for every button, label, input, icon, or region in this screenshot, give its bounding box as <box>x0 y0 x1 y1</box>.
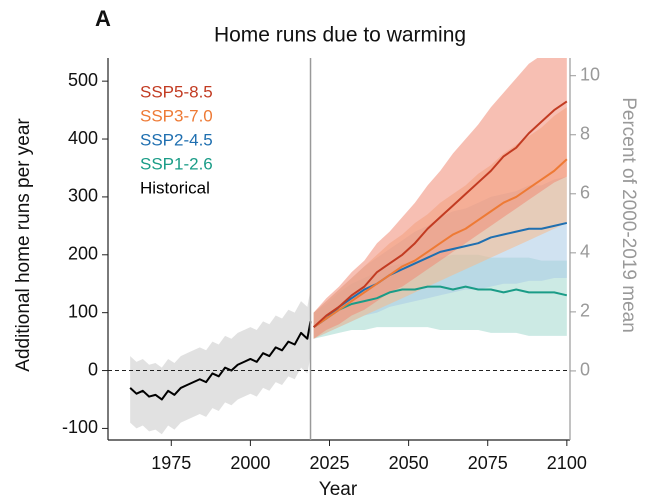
legend-entry: Historical <box>140 178 210 197</box>
legend-entry: SSP2-4.5 <box>140 130 213 149</box>
y-tick-label: 400 <box>68 128 98 148</box>
y2-tick-label: 0 <box>580 360 590 380</box>
series-line <box>313 221 568 328</box>
x-tick-label: 2000 <box>230 453 270 473</box>
series-line <box>129 321 312 401</box>
x-tick-label: 2050 <box>389 453 429 473</box>
confidence-band <box>313 58 567 339</box>
x-tick-label: 2100 <box>547 453 587 473</box>
y2-tick-label: 4 <box>580 242 590 262</box>
y-tick-label: 100 <box>68 301 98 321</box>
y-axis-label: Additional home runs per year <box>13 118 34 372</box>
bands <box>130 58 567 435</box>
chart-title: Home runs due to warming <box>214 24 466 47</box>
y-tick-label: 300 <box>68 186 98 206</box>
y2-tick-label: 6 <box>580 183 590 203</box>
x-tick-label: 2025 <box>309 453 349 473</box>
confidence-band <box>130 289 311 435</box>
y2-axis-label: Percent of 2000-2019 mean <box>618 97 639 333</box>
x-axis-label: Year <box>319 479 358 497</box>
panel-label: A <box>95 6 111 31</box>
legend-entry: SSP1-2.6 <box>140 154 213 173</box>
legend-entry: SSP3-7.0 <box>140 106 213 125</box>
series-line <box>313 158 568 328</box>
y2-tick-label: 10 <box>580 64 600 84</box>
series-line <box>313 100 568 328</box>
y-tick-label: 0 <box>88 359 98 379</box>
y2-tick-label: 2 <box>580 301 590 321</box>
y-tick-label: 500 <box>68 70 98 90</box>
x-tick-label: 1975 <box>151 453 191 473</box>
x-tick-label: 2075 <box>468 453 508 473</box>
y-tick-label: 200 <box>68 244 98 264</box>
series-line <box>313 285 568 328</box>
y2-tick-label: 8 <box>580 124 590 144</box>
y-tick-label: -100 <box>62 417 98 437</box>
legend-entry: SSP5-8.5 <box>140 82 213 101</box>
lines <box>129 100 568 401</box>
